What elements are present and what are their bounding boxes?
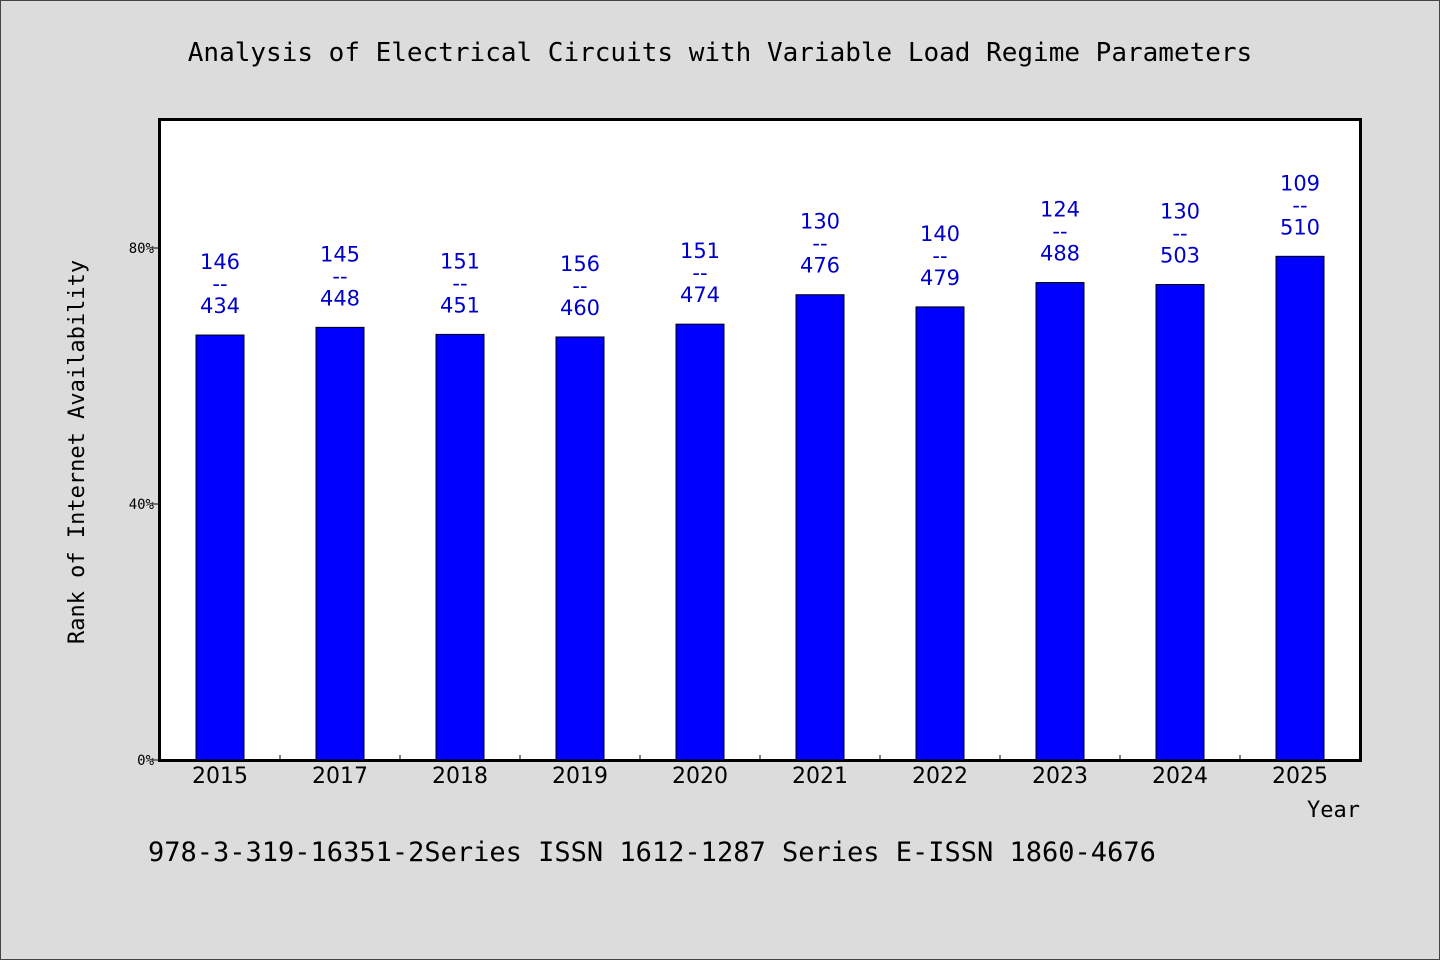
data-label: 146 bbox=[200, 250, 240, 274]
data-label: -- bbox=[452, 271, 467, 295]
data-label: 503 bbox=[1160, 243, 1200, 267]
bar-2022 bbox=[915, 306, 965, 761]
x-tick-label: 2021 bbox=[792, 764, 848, 789]
x-tick-label: 2019 bbox=[552, 764, 608, 789]
footer-text: 978-3-319-16351-2Series ISSN 1612-1287 S… bbox=[148, 837, 1156, 868]
data-label: 156 bbox=[560, 252, 600, 276]
data-label: -- bbox=[1292, 193, 1307, 217]
bar-2020 bbox=[675, 323, 725, 761]
data-label: -- bbox=[932, 244, 947, 268]
data-label: -- bbox=[572, 274, 587, 298]
y-tick-label: 80% bbox=[129, 241, 155, 257]
x-axis-label: Year bbox=[1307, 798, 1360, 823]
bar-2024 bbox=[1155, 283, 1205, 761]
data-label: -- bbox=[1172, 221, 1187, 245]
data-label: 130 bbox=[1160, 199, 1200, 223]
data-label: 151 bbox=[680, 239, 720, 263]
data-label: 488 bbox=[1040, 242, 1080, 266]
bar-2021 bbox=[795, 294, 845, 761]
bar-2017 bbox=[315, 326, 365, 761]
data-label: -- bbox=[212, 272, 227, 296]
y-axis-label: Rank of Internet Availability bbox=[65, 260, 90, 644]
y-tick-label: 40% bbox=[129, 497, 155, 513]
bar-2015 bbox=[195, 334, 245, 761]
data-label: 479 bbox=[920, 266, 960, 290]
data-labels: 146--434145--448151--451156--460151--474… bbox=[200, 171, 1320, 320]
bar-2023 bbox=[1035, 282, 1085, 761]
data-label: 510 bbox=[1280, 215, 1320, 239]
data-label: 451 bbox=[440, 293, 480, 317]
x-tick-label: 2025 bbox=[1272, 764, 1328, 789]
x-tick-label: 2024 bbox=[1152, 764, 1208, 789]
data-label: 448 bbox=[320, 286, 360, 310]
data-label: 474 bbox=[680, 283, 720, 307]
bar-series bbox=[195, 255, 1325, 761]
x-tick-label: 2023 bbox=[1032, 764, 1088, 789]
x-tick-label: 2018 bbox=[432, 764, 488, 789]
x-tick-label: 2020 bbox=[672, 764, 728, 789]
data-label: -- bbox=[1052, 220, 1067, 244]
data-label: 460 bbox=[560, 296, 600, 320]
chart-title: Analysis of Electrical Circuits with Var… bbox=[188, 38, 1252, 68]
data-label: -- bbox=[332, 264, 347, 288]
data-label: 130 bbox=[800, 210, 840, 234]
x-tick-label: 2022 bbox=[912, 764, 968, 789]
bar-2018 bbox=[435, 333, 485, 761]
data-label: 476 bbox=[800, 254, 840, 278]
data-label: 145 bbox=[320, 242, 360, 266]
x-tick-label: 2015 bbox=[192, 764, 248, 789]
x-axis: 2015 2017 2018 2019 2020 2021 2022 2023 2024 2025 bbox=[192, 755, 1328, 789]
data-label: 109 bbox=[1280, 171, 1320, 195]
y-axis: 0% 40% 80% bbox=[129, 241, 160, 769]
data-label: 124 bbox=[1040, 198, 1080, 222]
data-label: 140 bbox=[920, 222, 960, 246]
data-label: 434 bbox=[200, 294, 240, 318]
data-label: 151 bbox=[440, 249, 480, 273]
x-tick-label: 2017 bbox=[312, 764, 368, 789]
data-label: -- bbox=[692, 261, 707, 285]
bar-2019 bbox=[555, 336, 605, 761]
y-tick-label: 0% bbox=[137, 753, 154, 769]
bar-2025 bbox=[1275, 255, 1325, 761]
data-label: -- bbox=[812, 232, 827, 256]
